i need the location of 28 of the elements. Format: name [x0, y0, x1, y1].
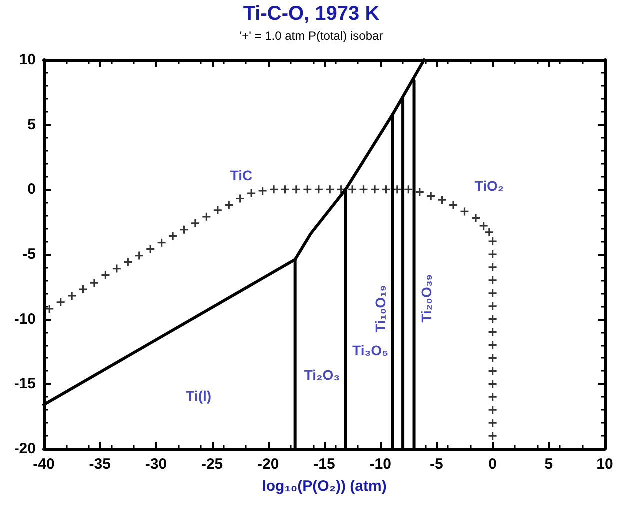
annotation: Ti₂₀O₃₉ [418, 274, 435, 323]
chart-subtitle: '+' = 1.0 atm P(total) isobar [240, 29, 384, 43]
annotation: Ti(l) [186, 388, 212, 404]
x-tick-label: -15 [314, 456, 336, 473]
y-tick-label: -10 [14, 310, 36, 328]
y-tick-label: 5 [28, 116, 36, 134]
x-tick-label: -5 [430, 456, 444, 473]
x-tick-label: -35 [89, 456, 111, 473]
annotation: TiO₂ [474, 178, 504, 194]
y-tick-label: -20 [14, 440, 36, 458]
y-tick-label: -5 [22, 246, 36, 263]
annotation: TiC [230, 167, 253, 184]
annotation: Ti₃O₅ [352, 342, 388, 358]
x-tick-label: -10 [370, 456, 392, 473]
x-tick-label: 5 [544, 456, 554, 473]
x-tick-label: -25 [201, 456, 224, 473]
chart-title: Ti-C-O, 1973 K [243, 3, 380, 25]
y-tick-label: 0 [28, 181, 36, 198]
x-axis-title: log₁₀(P(O₂)) (atm) [262, 478, 387, 495]
x-tick-label: 0 [488, 456, 497, 473]
annotation: Ti₁₀O₁₉ [372, 285, 389, 333]
y-tick-label: -15 [14, 376, 36, 393]
y-tick-label: 10 [19, 52, 36, 68]
annotation: Ti₂O₃ [304, 367, 340, 384]
x-tick-label: -20 [258, 456, 280, 473]
x-tick-label: -30 [145, 456, 168, 473]
x-tick-label: 10 [596, 456, 614, 473]
x-tick-label: -40 [33, 456, 55, 473]
